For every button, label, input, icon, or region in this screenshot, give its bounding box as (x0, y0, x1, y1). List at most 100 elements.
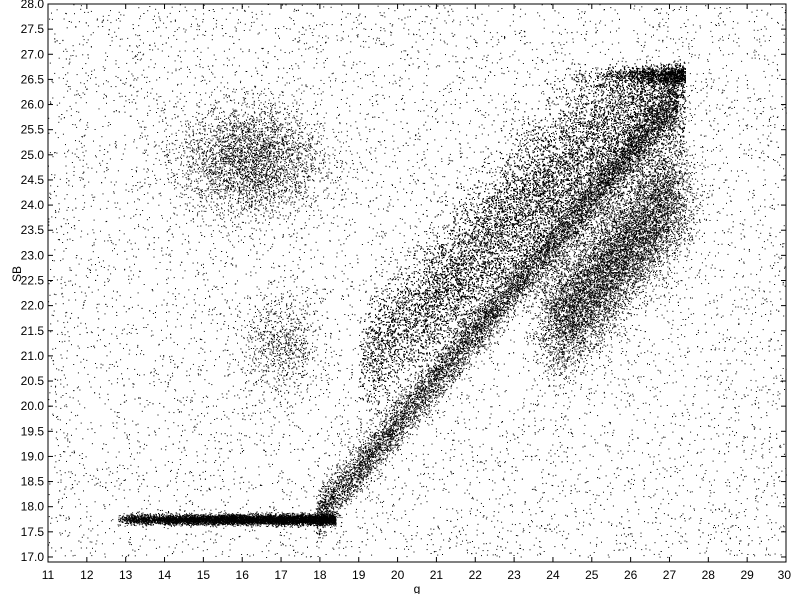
scatter-point (81, 143, 82, 144)
scatter-point (487, 288, 488, 289)
scatter-point (703, 200, 704, 201)
scatter-point (193, 364, 194, 365)
scatter-point (295, 552, 296, 553)
scatter-point (260, 419, 261, 420)
scatter-point (92, 548, 93, 549)
scatter-point (654, 344, 655, 345)
scatter-point (499, 461, 500, 462)
scatter-point (234, 247, 235, 248)
scatter-point (109, 380, 110, 381)
scatter-point (741, 61, 742, 62)
scatter-point (203, 34, 204, 35)
scatter-point (700, 204, 701, 205)
scatter-point (514, 480, 515, 481)
scatter-point (285, 178, 286, 179)
scatter-point (466, 37, 467, 38)
scatter-point (112, 40, 113, 41)
scatter-point (259, 259, 260, 260)
scatter-point (519, 102, 520, 103)
scatter-point (738, 491, 739, 492)
scatter-point (620, 323, 621, 324)
scatter-point (635, 542, 636, 543)
scatter-point (580, 172, 581, 173)
scatter-point (481, 68, 482, 69)
scatter-point (368, 447, 369, 448)
scatter-point (493, 236, 494, 237)
scatter-point (577, 529, 578, 530)
scatter-point (50, 269, 51, 270)
scatter-point (241, 369, 242, 370)
scatter-point (103, 20, 104, 21)
scatter-point (162, 51, 163, 52)
scatter-point (100, 165, 101, 166)
scatter-point (114, 184, 115, 185)
scatter-point (663, 25, 664, 26)
scatter-point (61, 277, 62, 278)
scatter-point (682, 42, 683, 43)
scatter-point (329, 365, 330, 366)
scatter-point (88, 39, 89, 40)
scatter-point (746, 387, 747, 388)
scatter-point (486, 428, 487, 429)
scatter-point (534, 194, 535, 195)
scatter-point (676, 282, 677, 283)
scatter-point (51, 429, 52, 430)
scatter-point (227, 340, 228, 341)
scatter-point (762, 151, 763, 152)
scatter-point (116, 20, 117, 21)
scatter-point (394, 531, 395, 532)
scatter-point (738, 527, 739, 528)
scatter-point (590, 504, 591, 505)
scatter-point (346, 103, 347, 104)
scatter-point (761, 304, 762, 305)
scatter-point (302, 5, 303, 6)
scatter-point (130, 456, 131, 457)
scatter-point (61, 288, 62, 289)
scatter-point (116, 457, 117, 458)
scatter-point (241, 330, 242, 331)
scatter-point (742, 441, 743, 442)
scatter-point (610, 214, 611, 215)
scatter-point (761, 267, 762, 268)
scatter-point (459, 143, 460, 144)
scatter-point (176, 69, 177, 70)
scatter-point (785, 107, 786, 108)
scatter-point (435, 184, 436, 185)
scatter-point (229, 366, 230, 367)
scatter-point (274, 424, 275, 425)
scatter-point (702, 173, 703, 174)
scatter-point (758, 488, 759, 489)
scatter-point (728, 387, 729, 388)
scatter-point (657, 316, 658, 317)
scatter-point (587, 238, 588, 239)
scatter-point (638, 42, 639, 43)
scatter-point (434, 192, 435, 193)
scatter-point (400, 178, 401, 179)
scatter-point (436, 110, 437, 111)
scatter-point (498, 537, 499, 538)
scatter-point (563, 419, 564, 420)
scatter-point (245, 327, 246, 328)
scatter-point (236, 265, 237, 266)
scatter-point (204, 331, 205, 332)
scatter-point (108, 201, 109, 202)
scatter-point (170, 13, 171, 14)
scatter-point (741, 259, 742, 260)
scatter-point (254, 353, 255, 354)
scatter-point (425, 496, 426, 497)
scatter-point (239, 65, 240, 66)
scatter-point (687, 107, 688, 108)
scatter-point (317, 339, 318, 340)
scatter-point (655, 512, 656, 513)
scatter-point (706, 361, 707, 362)
scatter-point (130, 297, 131, 298)
scatter-point (642, 178, 643, 179)
scatter-point (747, 80, 748, 81)
scatter-point (522, 512, 523, 513)
scatter-point (476, 428, 477, 429)
scatter-point (173, 293, 174, 294)
scatter-point (359, 411, 360, 412)
scatter-point (51, 547, 52, 548)
scatter-point (776, 376, 777, 377)
scatter-point (52, 260, 53, 261)
